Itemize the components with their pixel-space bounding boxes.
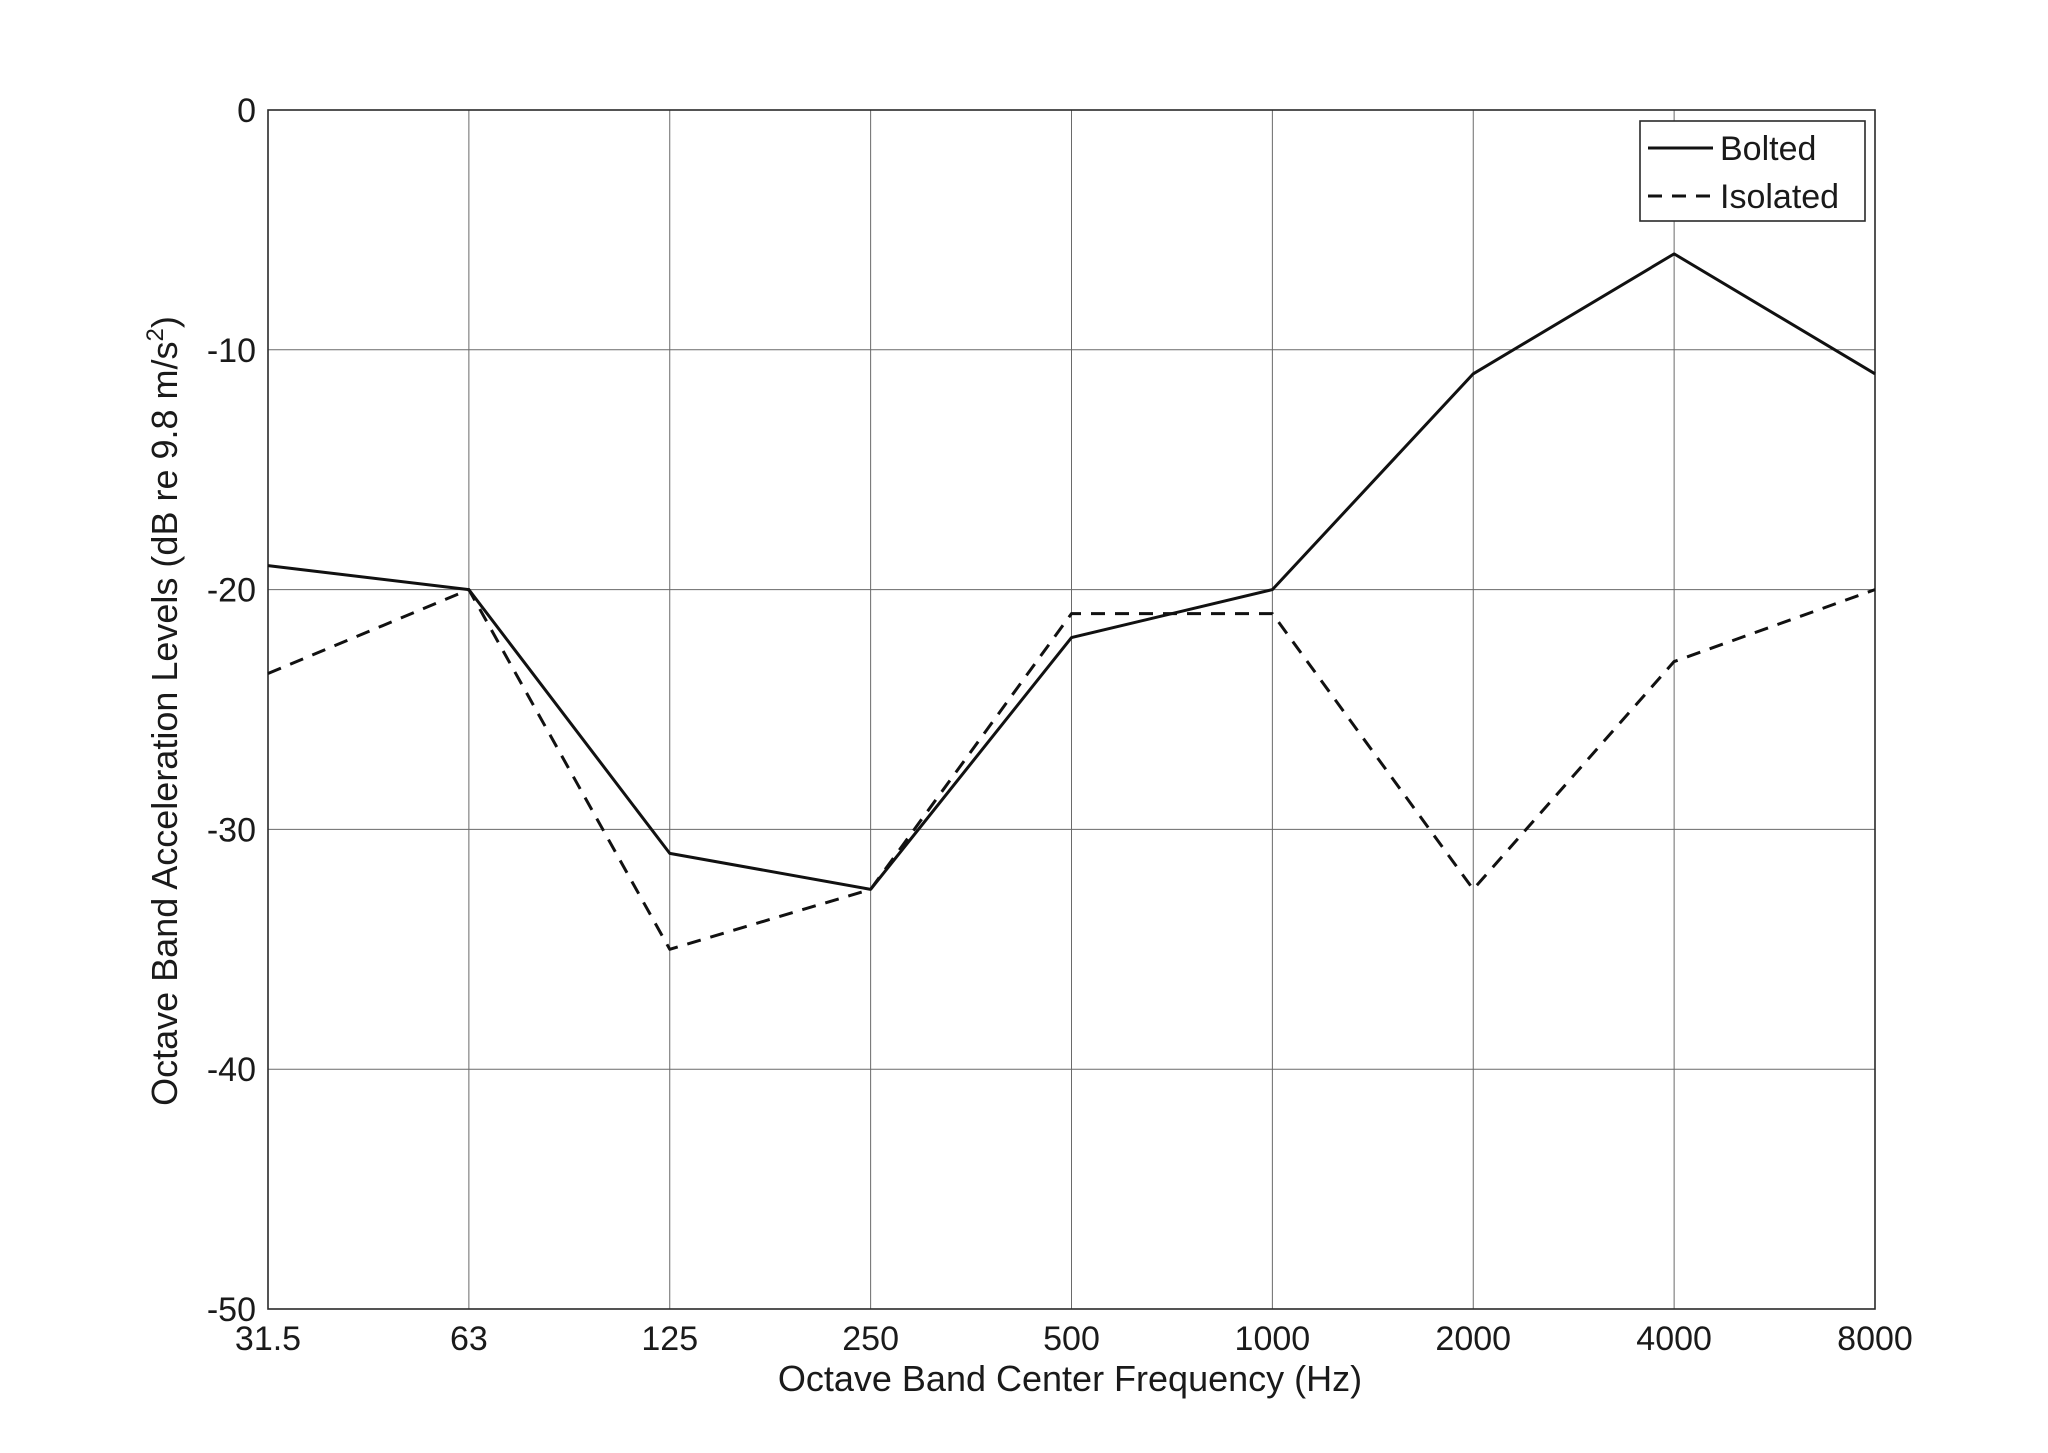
y-axis-label-close: ) bbox=[144, 316, 185, 328]
series-group bbox=[267, 252, 1876, 951]
x-tick-label: 4000 bbox=[1636, 1320, 1712, 1358]
y-tick-labels: 0 -10 -20 -30 -40 -50 bbox=[207, 92, 256, 1329]
plot-frame bbox=[267, 109, 1876, 1310]
y-tick-label: 0 bbox=[237, 92, 256, 130]
y-tick-label: -30 bbox=[207, 811, 256, 849]
series-line-isolated bbox=[267, 588, 1876, 951]
x-tick-label: 2000 bbox=[1435, 1320, 1511, 1358]
y-axis-label-superscript: 2 bbox=[142, 328, 169, 341]
legend-label-bolted: Bolted bbox=[1720, 130, 1816, 168]
y-axis-label: Octave Band Acceleration Levels (dB re 9… bbox=[142, 316, 185, 1106]
y-tick-label: -20 bbox=[207, 572, 256, 610]
x-tick-label: 500 bbox=[1043, 1320, 1100, 1358]
x-tick-labels: 31.5 63 125 250 500 1000 2000 4000 8000 bbox=[235, 1320, 1913, 1358]
x-tick-label: 8000 bbox=[1837, 1320, 1913, 1358]
y-tick-label: -10 bbox=[207, 332, 256, 370]
x-tick-label: 1000 bbox=[1235, 1320, 1311, 1358]
x-tick-label: 250 bbox=[842, 1320, 899, 1358]
x-tick-label: 125 bbox=[641, 1320, 698, 1358]
legend-label-isolated: Isolated bbox=[1720, 178, 1839, 216]
x-axis-label: Octave Band Center Frequency (Hz) bbox=[778, 1358, 1362, 1399]
legend: Bolted Isolated bbox=[1639, 120, 1866, 222]
y-tick-label: -50 bbox=[207, 1291, 256, 1329]
series-line-bolted bbox=[267, 252, 1876, 891]
x-tick-label: 31.5 bbox=[235, 1320, 301, 1358]
legend-box bbox=[1639, 120, 1866, 222]
grid bbox=[267, 109, 1876, 1310]
y-tick-label: -40 bbox=[207, 1051, 256, 1089]
x-tick-label: 63 bbox=[450, 1320, 488, 1358]
y-axis-label-main: Octave Band Acceleration Levels (dB re 9… bbox=[144, 341, 185, 1105]
